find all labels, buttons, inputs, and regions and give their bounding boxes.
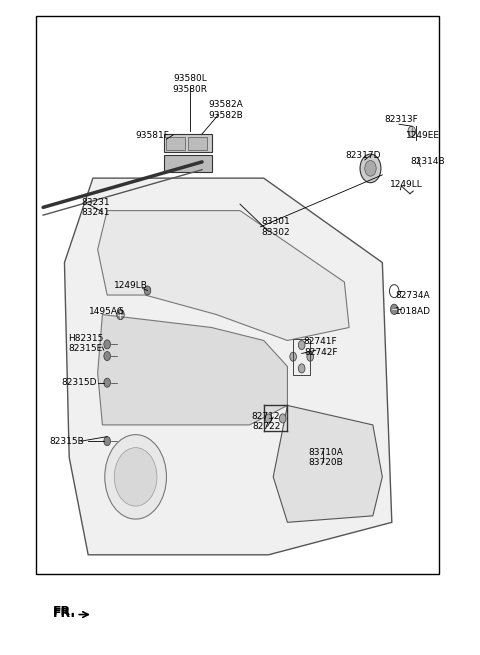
Text: FR.: FR. bbox=[53, 605, 76, 618]
Circle shape bbox=[365, 160, 376, 176]
Text: 82741F
82742F: 82741F 82742F bbox=[304, 337, 337, 357]
Text: 93581F: 93581F bbox=[135, 132, 169, 140]
Circle shape bbox=[307, 352, 313, 362]
Polygon shape bbox=[64, 178, 392, 555]
Text: 1018AD: 1018AD bbox=[395, 307, 431, 316]
Bar bbox=[164, 155, 212, 172]
Text: H82315
82315E: H82315 82315E bbox=[68, 334, 104, 354]
Bar bbox=[164, 134, 212, 152]
Circle shape bbox=[265, 414, 272, 423]
Polygon shape bbox=[97, 314, 288, 425]
Text: 1249EE: 1249EE bbox=[406, 132, 440, 140]
Bar bbox=[167, 137, 185, 150]
Circle shape bbox=[117, 309, 124, 320]
Text: 1495AG: 1495AG bbox=[89, 307, 125, 316]
Circle shape bbox=[114, 447, 157, 506]
Circle shape bbox=[360, 154, 381, 183]
Circle shape bbox=[104, 352, 110, 361]
Circle shape bbox=[104, 437, 110, 445]
Circle shape bbox=[104, 378, 110, 387]
Polygon shape bbox=[273, 405, 383, 522]
Circle shape bbox=[299, 364, 305, 373]
Bar bbox=[188, 137, 207, 150]
Text: 82313F: 82313F bbox=[384, 115, 418, 124]
Circle shape bbox=[299, 341, 305, 350]
Polygon shape bbox=[97, 211, 349, 341]
Text: 93582A
93582B: 93582A 93582B bbox=[208, 100, 243, 120]
Circle shape bbox=[279, 414, 286, 423]
Text: 83231
83241: 83231 83241 bbox=[81, 198, 109, 217]
Text: 93580L
93580R: 93580L 93580R bbox=[173, 74, 208, 94]
Text: 82712
82722: 82712 82722 bbox=[252, 412, 280, 432]
Text: 1249LL: 1249LL bbox=[390, 180, 422, 189]
Bar bbox=[36, 16, 439, 574]
Circle shape bbox=[408, 126, 416, 136]
Circle shape bbox=[144, 286, 151, 295]
Circle shape bbox=[104, 340, 110, 349]
Text: 83710A
83720B: 83710A 83720B bbox=[308, 447, 343, 467]
Text: 82315D: 82315D bbox=[61, 378, 96, 387]
Circle shape bbox=[390, 304, 398, 314]
Text: 82317D: 82317D bbox=[346, 151, 381, 160]
Circle shape bbox=[389, 285, 399, 297]
Text: 82314B: 82314B bbox=[410, 157, 444, 166]
Circle shape bbox=[105, 435, 167, 519]
Text: 1249LB: 1249LB bbox=[114, 281, 148, 290]
Text: 82315B: 82315B bbox=[49, 437, 84, 445]
Text: 82734A: 82734A bbox=[396, 291, 431, 299]
Circle shape bbox=[290, 352, 297, 362]
Text: FR.: FR. bbox=[53, 607, 76, 620]
Bar bbox=[293, 339, 310, 375]
Text: 83301
83302: 83301 83302 bbox=[261, 217, 290, 236]
